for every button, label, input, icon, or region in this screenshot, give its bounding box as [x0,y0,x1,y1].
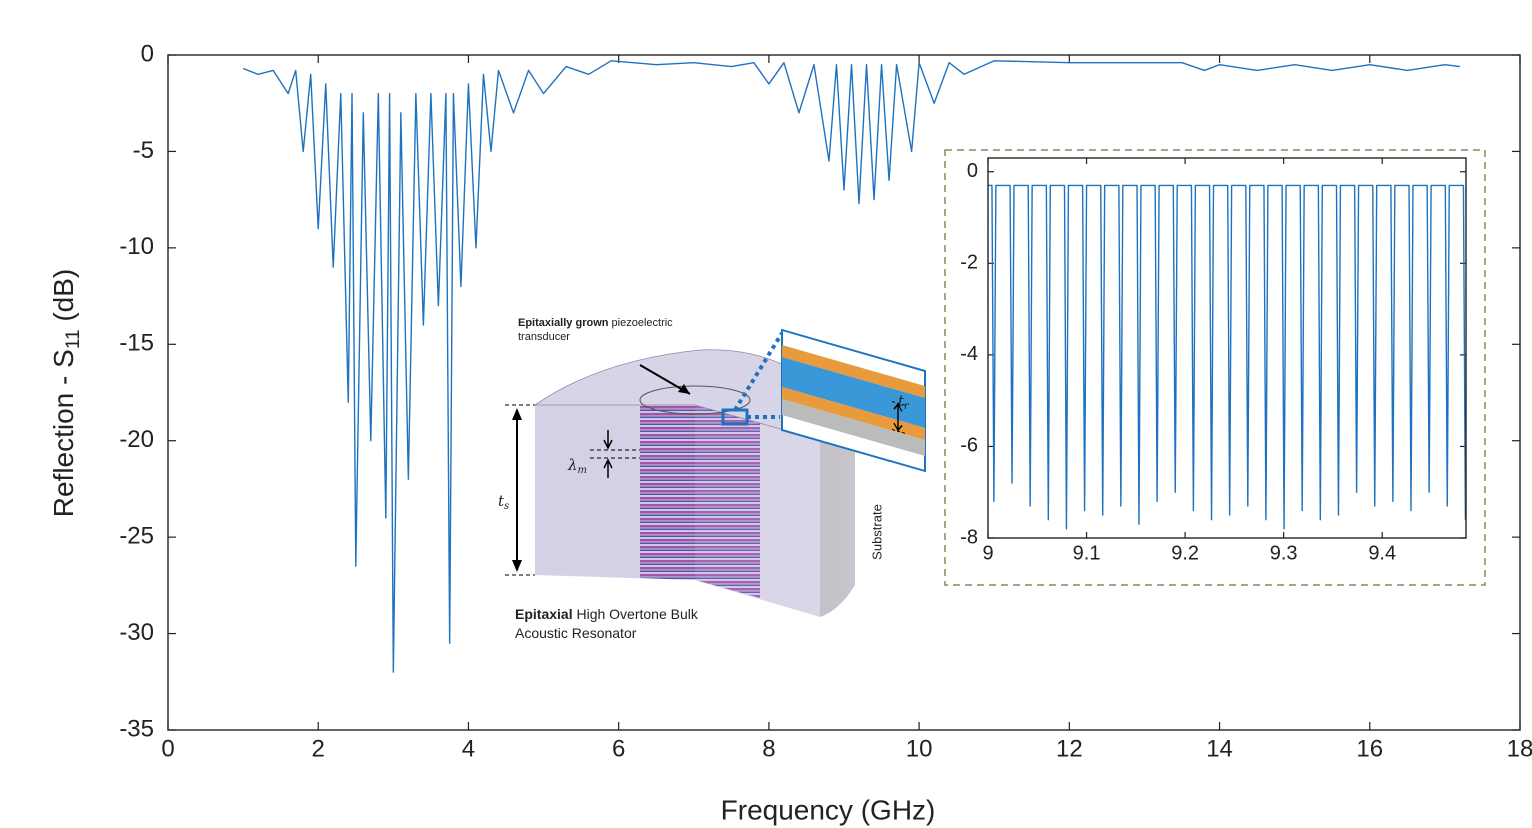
symbol: t [898,392,905,410]
plot-frame [167,54,1521,731]
y-tick-label: -2 [960,252,978,274]
x-tick-label: 9.2 [1171,542,1199,564]
x-tick-label: 14 [1206,735,1233,762]
arrowhead [678,384,690,394]
zoom-lines [733,331,784,419]
substrate-label: Substrate [869,504,884,560]
plot-frame [987,157,1467,539]
y-tick-label: -30 [119,619,154,646]
y-tick-label: -8 [960,526,978,548]
y-tick-label: -5 [133,137,154,164]
label-text: (dB) [48,269,79,330]
x-tick-label: 9.3 [1270,542,1298,564]
subscript: m [578,465,587,476]
x-tick-label: 12 [1056,735,1083,762]
x-tick-label: 6 [612,735,625,762]
y-tick-label: -6 [960,435,978,457]
x-tick-label: 2 [312,735,325,762]
lambda-label: λm [567,456,587,476]
symbol: t [498,492,505,510]
x-tick-label: 9.4 [1368,542,1396,564]
resonator-label: Epitaxial High Overtone Bulk Acoustic Res… [515,606,699,641]
y-tick-label: -10 [119,233,154,260]
transducer-label: Epitaxially grown piezoelectric transduce… [518,317,673,343]
x-tick-label: 4 [462,735,475,762]
inset-frame [944,149,1486,586]
subscript: r [904,401,910,412]
plot: 0 2 4 6 8 10 12 14 16 180-5-10-15-20-25-30-35 [119,40,1532,762]
x-tick-label: 9 [982,542,993,564]
subscript: s [504,501,509,512]
y-tick-label: -35 [119,715,154,742]
tr-label: tr [898,392,910,412]
symbol: λ [567,456,578,474]
label-text: piezoelectric [612,317,674,329]
y-tick-label: -25 [119,522,154,549]
label-text: High Overtone Bulk [576,606,698,622]
x-axis-label: Frequency (GHz) [721,794,936,825]
data-line [242,60,1460,673]
x-tick-label: 16 [1356,735,1383,762]
x-tick-label: 9.1 [1073,542,1101,564]
y-tick-label: -15 [119,330,154,357]
label-text: Reflection - S [48,349,79,517]
layer-stack [781,328,926,473]
y-tick-label: -4 [960,343,978,365]
label-bold: Epitaxial [515,606,573,622]
label-text: transducer [518,331,570,343]
x-tick-label: 8 [762,735,775,762]
x-tick-label: 18 [1507,735,1532,762]
transducer-outline [639,385,751,415]
y-tick-label: -20 [119,426,154,453]
x-tick-label: 0 [161,735,174,762]
acoustic-wave [640,405,695,580]
y-axis-label: Reflection - S11 (dB) [48,269,84,518]
label-subscript: 11 [63,329,84,349]
dim-arrows [603,430,613,478]
resonator-diagram: Epitaxially grown piezoelectric transduce… [498,317,926,641]
data-line [988,184,1467,530]
y-tick-label: 0 [967,160,978,182]
label-text: Acoustic Resonator [515,625,637,641]
y-tick-label: 0 [141,40,154,67]
acoustic-wave [695,405,760,598]
plot: 9 9.1 9.2 9.3 9.4 0 -2 -4 -6 -8 [960,157,1467,564]
ts-label: ts [498,492,509,512]
label-bold: Epitaxially grown [518,317,609,329]
x-tick-label: 10 [906,735,933,762]
substrate-side [535,387,855,617]
